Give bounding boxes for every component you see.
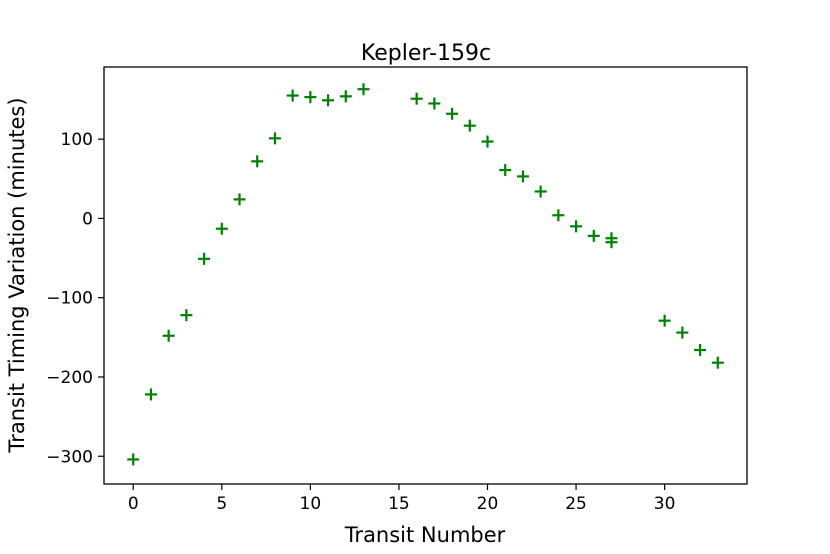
x-tick-label-4: 20 <box>477 494 499 514</box>
x-tick-label-6: 30 <box>654 494 676 514</box>
y-tick-label-2: −100 <box>46 289 93 309</box>
x-axis-label: Transit Number <box>344 523 506 547</box>
x-tick-label-2: 10 <box>300 494 322 514</box>
x-tick-label-0: 0 <box>128 494 139 514</box>
data-point-0 <box>127 453 140 466</box>
data-point-17 <box>463 119 476 132</box>
data-point-26 <box>605 236 618 249</box>
data-point-29 <box>694 344 707 357</box>
data-point-16 <box>446 107 459 120</box>
data-point-27 <box>658 314 671 327</box>
y-tick-label-1: −200 <box>46 368 93 388</box>
x-tick-label-3: 15 <box>388 494 410 514</box>
data-point-13 <box>357 83 370 96</box>
data-point-3 <box>180 309 193 322</box>
y-tick-label-4: 100 <box>61 130 93 150</box>
data-point-8 <box>268 132 281 145</box>
data-point-6 <box>233 193 246 206</box>
data-point-14 <box>410 92 423 105</box>
chart-title: Kepler-159c <box>361 41 491 66</box>
data-point-22 <box>552 209 565 222</box>
data-point-11 <box>322 94 335 107</box>
data-point-20 <box>516 170 529 183</box>
data-point-21 <box>534 185 547 198</box>
data-point-30 <box>711 356 724 369</box>
data-point-1 <box>144 388 157 401</box>
x-tick-label-1: 5 <box>216 494 227 514</box>
y-tick-label-0: −300 <box>46 447 93 467</box>
plot-frame <box>103 66 748 485</box>
data-point-2 <box>162 329 175 342</box>
ticks-layer: 0 5 10 15 20 25 30 −300 −200 −100 0 100 <box>46 130 675 514</box>
data-point-5 <box>215 222 228 235</box>
y-tick-label-3: 0 <box>82 209 93 229</box>
data-point-24 <box>587 229 600 242</box>
data-point-28 <box>676 326 689 339</box>
data-point-12 <box>339 90 352 103</box>
data-point-10 <box>304 91 317 104</box>
data-point-18 <box>481 135 494 148</box>
points-layer <box>127 83 724 466</box>
data-point-19 <box>499 164 512 177</box>
data-point-9 <box>286 89 299 102</box>
y-axis-label: Transit Timing Variation (minutes) <box>5 97 29 453</box>
data-point-4 <box>198 252 211 265</box>
data-point-15 <box>428 97 441 110</box>
data-point-23 <box>570 220 583 233</box>
x-tick-label-5: 25 <box>565 494 587 514</box>
data-point-7 <box>251 155 264 168</box>
